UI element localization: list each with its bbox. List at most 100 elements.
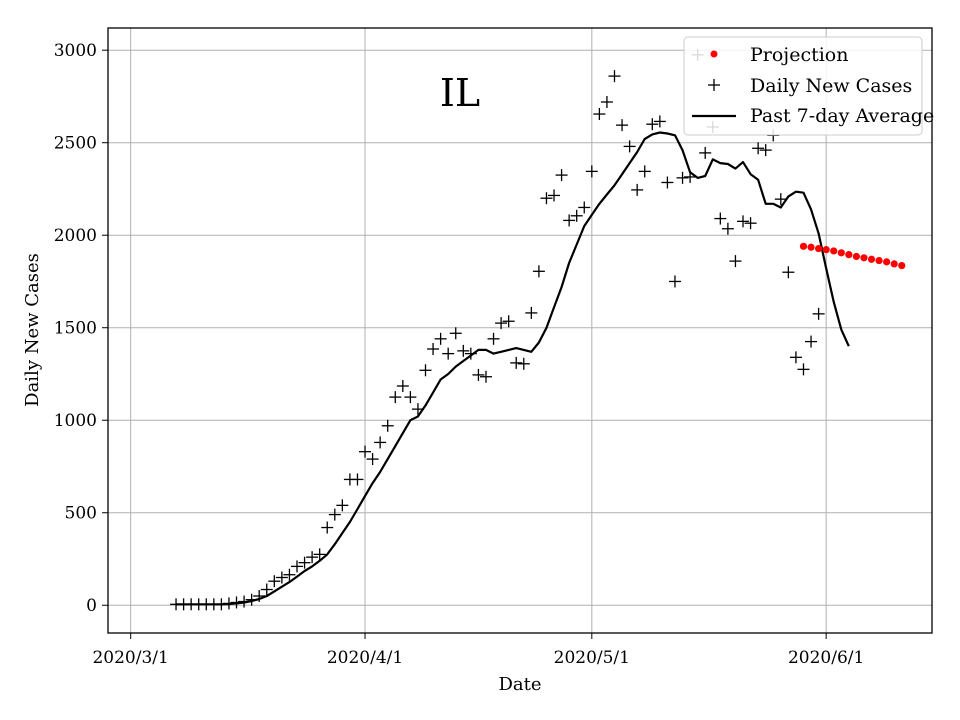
daily-case-marker [449,327,462,340]
legend-daily-label: Daily New Cases [750,75,912,97]
daily-case-marker [253,589,266,602]
daily-case-marker [782,266,795,279]
daily-case-marker [487,332,500,345]
daily-case-marker [563,214,576,227]
daily-case-marker [608,70,621,83]
daily-case-marker [616,119,629,132]
daily-case-marker [623,140,636,153]
daily-case-marker [306,551,319,564]
projection-point [852,252,861,261]
projection-point [845,251,853,259]
daily-case-marker [275,571,288,584]
y-tick-label: 1000 [54,411,97,431]
x-tick-label: 2020/4/1 [327,648,403,668]
daily-case-marker [336,499,349,512]
daily-case-marker [661,176,674,189]
daily-case-marker [653,115,666,128]
daily-case-marker [222,597,235,610]
daily-case-marker [268,575,281,588]
legend-box [683,36,923,136]
daily-case-marker [419,364,432,377]
daily-case-marker [721,222,734,235]
daily-case-marker [578,201,591,214]
daily-case-marker [374,436,387,449]
daily-case-marker [502,315,515,328]
daily-case-marker [600,96,613,109]
daily-case-marker [812,307,825,320]
daily-case-marker [411,403,424,416]
projection-point [860,254,868,262]
daily-case-marker [389,391,402,404]
daily-case-marker [797,363,810,376]
daily-case-marker [396,380,409,393]
daily-case-marker [328,508,341,521]
projection-point [799,242,808,250]
plot-frame [107,27,933,634]
chart-title: IL [440,71,480,115]
projection-point [875,256,883,265]
legend: Projection Daily New Cases Past 7-day Av… [683,36,934,136]
x-axis-label: Date [498,674,541,695]
projection-point [807,243,815,251]
legend-daily-marker [708,79,720,91]
daily-case-marker [238,595,251,608]
daily-case-marker [479,370,492,383]
y-tick-label: 0 [86,596,97,616]
projection-point [822,246,830,254]
y-tick-label: 2000 [54,226,97,246]
y-tick-label: 500 [65,504,97,524]
daily-case-marker [457,344,470,357]
daily-case-marker [759,144,772,157]
y-tick-label: 2500 [54,134,97,154]
daily-case-marker [789,351,802,364]
daily-case-marker [381,419,394,432]
projection-point [815,244,823,253]
legend-projection-marker [710,50,718,58]
daily-case-marker [555,169,568,182]
daily-case-marker [699,146,712,159]
x-tick-label: 2020/5/1 [554,648,630,668]
projection-point [830,247,838,255]
daily-case-marker [366,453,379,466]
daily-case-marker [638,165,651,178]
daily-case-marker [548,189,561,202]
daily-case-marker [729,255,742,268]
daily-case-marker [752,142,765,155]
legend-projection-label: Projection [750,44,848,66]
daily-case-marker [298,556,311,569]
daily-case-marker [290,560,303,573]
daily-case-marker [540,192,553,205]
projection-point [867,255,876,263]
daily-case-marker [517,357,530,370]
y-axis-label: Daily New Cases [22,253,43,407]
y-tick-label: 3000 [54,41,97,61]
daily-case-marker [245,593,258,606]
axes: 0 500 1000 1500 2000 2500 3000 2020/3/1 2020/4/1… [54,41,865,668]
projection-point [883,258,891,266]
daily-case-marker [215,598,228,611]
daily-case-marker [434,332,447,345]
y-tick-label: 1500 [54,319,97,339]
daily-case-marker [427,343,440,356]
daily-case-marker [283,568,296,581]
daily-case-marker [631,183,644,196]
daily-case-marker [744,217,757,230]
daily-case-marker [593,108,606,121]
daily-case-marker [472,368,485,381]
daily-case-marker [495,317,508,330]
daily-case-marker [404,391,417,404]
legend-average-label: Past 7-day Average [750,105,934,127]
average-line [176,131,850,606]
projection-point [837,249,845,257]
daily-case-marker [321,521,334,534]
daily-case-marker [359,445,372,458]
daily-case-marker [774,193,787,206]
daily-case-marker [230,596,243,609]
daily-case-marker [351,473,364,486]
daily-case-marker [684,170,697,183]
daily-case-marker [532,265,545,278]
daily-case-marker [714,212,727,225]
x-tick-label: 2020/3/1 [92,648,168,668]
daily-case-marker [313,548,326,561]
